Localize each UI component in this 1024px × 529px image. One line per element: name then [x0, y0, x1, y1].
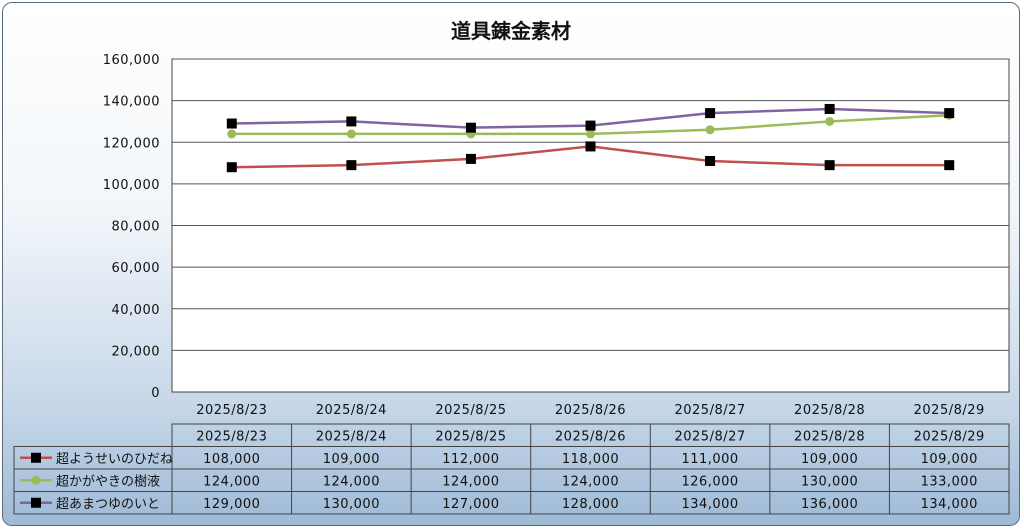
data-point [346, 160, 357, 171]
legend-label: 超ようせいのひだね [56, 452, 173, 467]
data-point [227, 129, 237, 139]
table-value-cell: 127,000 [442, 497, 499, 512]
table-header-cell: 2025/8/25 [435, 429, 506, 444]
x-tick-label: 2025/8/29 [914, 403, 985, 418]
table-value-cell: 109,000 [801, 452, 858, 467]
data-point [465, 122, 476, 133]
data-point [226, 162, 237, 173]
legend-marker [31, 475, 41, 485]
x-tick-label: 2025/8/28 [794, 403, 865, 418]
y-tick-label: 100,000 [103, 178, 160, 193]
table-header-cell: 2025/8/27 [674, 429, 745, 444]
table-value-cell: 134,000 [921, 497, 978, 512]
y-tick-label: 80,000 [112, 220, 161, 235]
data-point [705, 108, 716, 119]
table-header-cell: 2025/8/29 [914, 429, 985, 444]
y-tick-label: 20,000 [112, 344, 161, 359]
legend-marker [31, 497, 41, 508]
table-value-cell: 124,000 [323, 474, 380, 489]
y-tick-label: 40,000 [112, 303, 161, 318]
table-value-cell: 124,000 [442, 474, 499, 489]
table-header-cell: 2025/8/26 [555, 429, 626, 444]
table-value-cell: 134,000 [681, 497, 738, 512]
data-table: 2025/8/23 2025/8/24 2025/8/25 2025/8/26 2025… [13, 423, 1010, 515]
table-value-cell: 124,000 [562, 474, 619, 489]
data-point [226, 118, 237, 129]
data-point [585, 120, 596, 131]
table-value-cell: 136,000 [801, 497, 858, 512]
legend-label: 超かがやきの樹液 [56, 474, 160, 489]
data-point [824, 103, 835, 114]
y-tick-label: 0 [151, 386, 160, 401]
table-value-cell: 126,000 [681, 474, 738, 489]
data-point [705, 125, 715, 135]
table-value-cell: 111,000 [681, 452, 738, 467]
table-value-cell: 118,000 [562, 452, 619, 467]
table-value-cell: 130,000 [801, 474, 858, 489]
data-point [346, 116, 357, 127]
data-point [944, 160, 955, 171]
chart-svg: 0 20,000 40,000 60,000 80,000 100,000 120,000 1… [13, 53, 1010, 515]
legend-label: 超あまつゆのいと [56, 497, 160, 512]
data-point [586, 129, 595, 139]
y-tick-label: 60,000 [112, 261, 161, 276]
table-value-cell: 128,000 [562, 497, 619, 512]
data-point [465, 153, 476, 164]
table-header-cell: 2025/8/28 [794, 429, 865, 444]
data-point [825, 116, 835, 126]
y-tick-label: 140,000 [103, 95, 160, 110]
data-point [346, 129, 356, 139]
x-tick-label: 2025/8/24 [316, 403, 387, 418]
x-tick-label: 2025/8/27 [674, 403, 745, 418]
table-value-cell: 124,000 [203, 474, 260, 489]
y-tick-label: 160,000 [103, 53, 160, 68]
data-point [944, 108, 955, 119]
y-tick-label: 120,000 [103, 136, 160, 151]
data-point [705, 155, 716, 166]
x-tick-label: 2025/8/26 [555, 403, 626, 418]
x-tick-label: 2025/8/23 [196, 403, 267, 418]
table-value-cell: 130,000 [323, 497, 380, 512]
table-value-cell: 129,000 [203, 497, 260, 512]
data-point [585, 141, 596, 152]
x-tick-label: 2025/8/25 [435, 403, 506, 418]
table-value-cell: 133,000 [921, 474, 978, 489]
table-value-cell: 108,000 [203, 452, 260, 467]
table-value-cell: 109,000 [323, 452, 380, 467]
table-value-cell: 112,000 [442, 452, 499, 467]
legend-marker [31, 452, 41, 463]
chart-title: 道具錬金素材 [451, 19, 571, 43]
table-header-cell: 2025/8/23 [196, 429, 267, 444]
table-value-cell: 109,000 [921, 452, 978, 467]
data-point [824, 160, 835, 171]
table-header-cell: 2025/8/24 [316, 429, 387, 444]
